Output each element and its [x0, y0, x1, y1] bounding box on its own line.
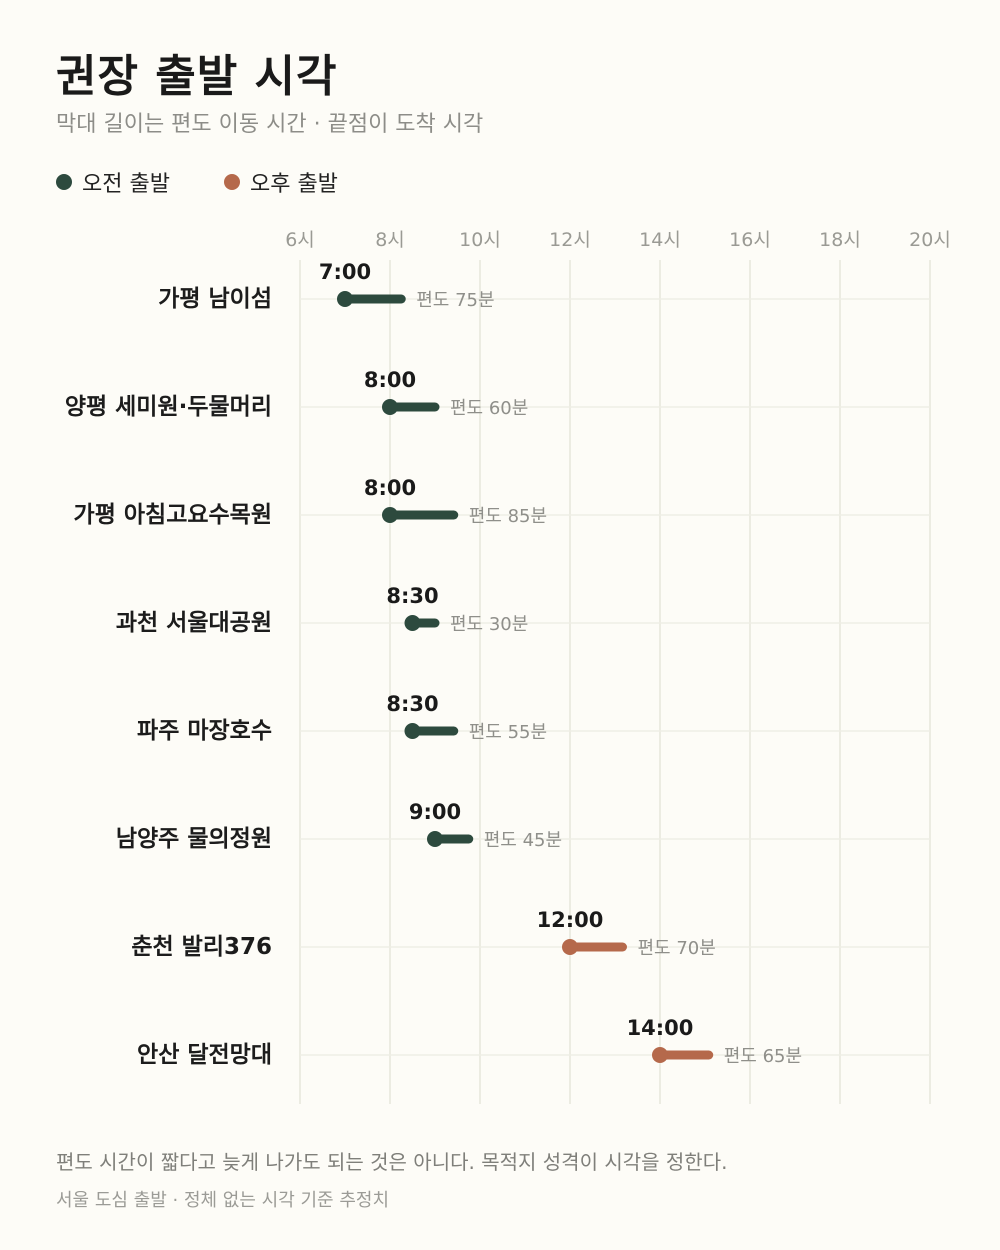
departure-dot: [382, 507, 398, 523]
legend-item-am: 오전 출발: [56, 166, 170, 198]
row-label: 파주 마장호수: [137, 718, 272, 744]
departure-time-label: 12:00: [537, 908, 604, 932]
row-label: 남양주 물의정원: [116, 826, 272, 852]
row-label: 안산 달전망대: [137, 1042, 272, 1068]
row-label: 춘천 발리376: [131, 934, 272, 960]
legend-label-pm: 오후 출발: [249, 172, 338, 197]
legend-label-am: 오전 출발: [82, 172, 170, 197]
duration-label: 편도 70분: [638, 938, 716, 959]
duration-label: 편도 45분: [484, 830, 562, 851]
departure-time-label: 7:00: [319, 260, 371, 284]
departure-time-label: 8:30: [386, 692, 438, 716]
legend-dot-am-icon: [56, 174, 72, 190]
x-tick-label: 6시: [285, 229, 315, 251]
departure-dot: [404, 615, 421, 631]
x-tick-label: 18시: [819, 229, 861, 251]
duration-label: 편도 85분: [469, 506, 547, 527]
row-label: 과천 서울대공원: [116, 610, 272, 636]
duration-label: 편도 65분: [724, 1046, 802, 1067]
departure-dot: [404, 723, 421, 739]
row-label: 양평 세미원·두물머리: [65, 394, 272, 420]
legend: 오전 출발 오후 출발: [56, 166, 338, 198]
x-tick-label: 16시: [729, 229, 771, 251]
footnote: 편도 시간이 짧다고 늦게 나가도 되는 것은 아니다. 목적지 성격이 시각을…: [56, 1150, 728, 1174]
departure-time-label: 14:00: [627, 1016, 694, 1040]
x-tick-label: 14시: [639, 229, 681, 251]
duration-label: 편도 30분: [450, 614, 528, 635]
departure-dot: [427, 831, 443, 847]
departure-time-label: 9:00: [409, 800, 461, 824]
legend-item-pm: 오후 출발: [223, 166, 338, 198]
row-label: 가평 아침고요수목원: [74, 502, 272, 528]
departure-dot: [337, 291, 353, 307]
x-tick-label: 10시: [459, 229, 501, 251]
x-tick-label: 8시: [375, 229, 405, 251]
source-note: 서울 도심 출발 · 정체 없는 시각 기준 추정치: [56, 1190, 390, 1211]
departure-dot: [652, 1047, 668, 1063]
departure-dot: [382, 399, 398, 415]
departure-time-label: 8:00: [364, 368, 416, 392]
x-tick-label: 20시: [909, 229, 951, 251]
x-tick-label: 12시: [549, 229, 591, 251]
departure-dot: [562, 939, 578, 955]
legend-dot-pm-icon: [223, 174, 240, 190]
duration-label: 편도 60분: [450, 398, 528, 419]
chart-title: 권장 출발 시각: [56, 51, 338, 102]
departure-time-label: 8:00: [364, 476, 416, 500]
duration-label: 편도 55분: [469, 722, 547, 743]
row-label: 가평 남이섬: [158, 286, 272, 312]
chart-subtitle: 막대 길이는 편도 이동 시간 · 끝점이 도착 시각: [56, 112, 484, 137]
duration-label: 편도 75분: [416, 290, 494, 311]
departure-time-label: 8:30: [386, 584, 438, 608]
